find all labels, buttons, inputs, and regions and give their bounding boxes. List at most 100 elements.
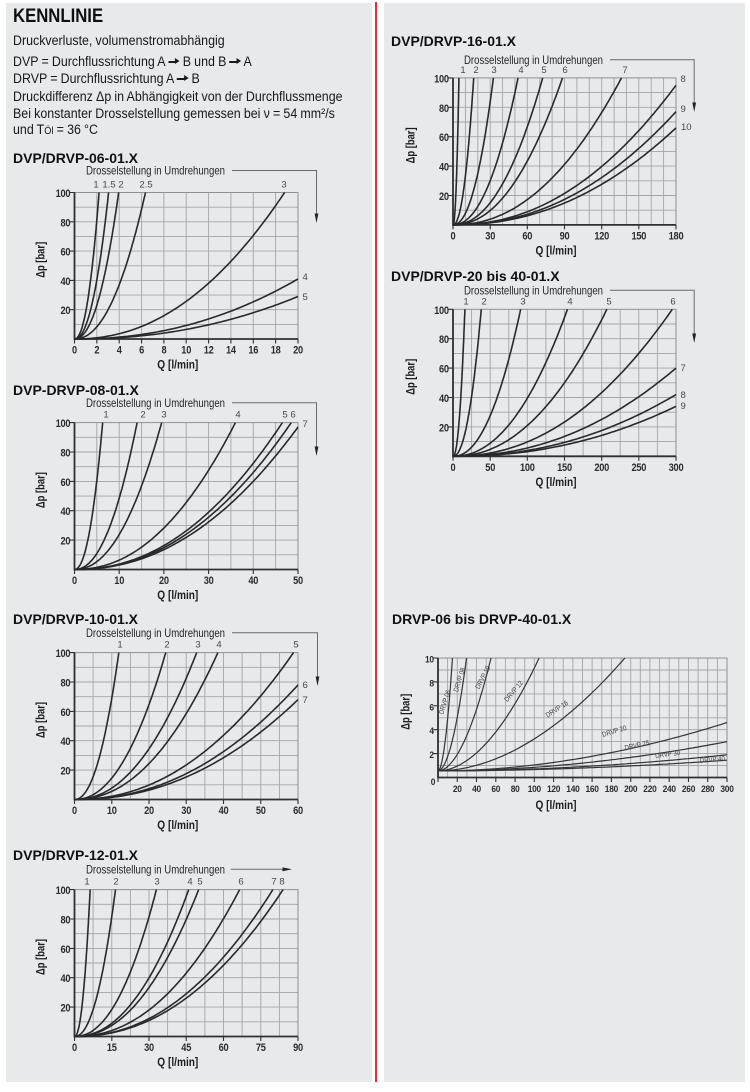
svg-text:20: 20 bbox=[439, 422, 449, 434]
svg-text:Drosselstellung in Umdrehungen: Drosselstellung in Umdrehungen bbox=[464, 283, 603, 297]
svg-text:6: 6 bbox=[303, 680, 308, 691]
svg-text:0: 0 bbox=[72, 805, 77, 817]
svg-text:45: 45 bbox=[181, 1042, 191, 1054]
svg-text:30: 30 bbox=[485, 230, 495, 242]
svg-text:10: 10 bbox=[681, 122, 692, 133]
svg-text:5: 5 bbox=[606, 296, 611, 307]
svg-text:20: 20 bbox=[144, 805, 154, 817]
svg-text:50: 50 bbox=[256, 805, 266, 817]
svg-text:50: 50 bbox=[485, 462, 495, 474]
svg-text:40: 40 bbox=[439, 393, 449, 405]
svg-text:200: 200 bbox=[624, 784, 637, 795]
svg-text:Drosselstellung in Umdrehungen: Drosselstellung in Umdrehungen bbox=[86, 396, 225, 410]
svg-text:60: 60 bbox=[219, 1042, 229, 1054]
svg-text:100: 100 bbox=[434, 305, 449, 317]
svg-text:3: 3 bbox=[520, 296, 525, 307]
svg-text:40: 40 bbox=[61, 736, 71, 748]
svg-text:60: 60 bbox=[522, 230, 532, 242]
svg-text:80: 80 bbox=[61, 448, 71, 460]
svg-text:3: 3 bbox=[161, 410, 166, 421]
svg-text:3: 3 bbox=[154, 877, 159, 888]
svg-text:4: 4 bbox=[429, 726, 434, 737]
svg-text:40: 40 bbox=[219, 805, 229, 817]
svg-text:2: 2 bbox=[113, 877, 118, 888]
svg-text:Q [l/min]: Q [l/min] bbox=[157, 590, 198, 602]
svg-text:150: 150 bbox=[557, 462, 572, 474]
svg-text:Δp [bar]: Δp [bar] bbox=[36, 472, 48, 508]
svg-text:0: 0 bbox=[72, 575, 77, 587]
svg-text:100: 100 bbox=[520, 462, 535, 474]
svg-text:3: 3 bbox=[281, 180, 286, 191]
svg-text:100: 100 bbox=[56, 188, 71, 200]
svg-text:18: 18 bbox=[271, 345, 281, 357]
svg-text:120: 120 bbox=[594, 230, 609, 242]
svg-text:220: 220 bbox=[643, 784, 656, 795]
svg-text:30: 30 bbox=[204, 575, 214, 587]
svg-text:80: 80 bbox=[511, 784, 520, 795]
svg-text:DRVP 25: DRVP 25 bbox=[624, 738, 650, 752]
svg-text:DRVP 20: DRVP 20 bbox=[601, 723, 628, 739]
svg-text:5: 5 bbox=[197, 877, 202, 888]
svg-text:Q [l/min]: Q [l/min] bbox=[536, 245, 577, 257]
svg-text:90: 90 bbox=[293, 1042, 303, 1054]
svg-text:4: 4 bbox=[567, 296, 572, 307]
svg-text:40: 40 bbox=[248, 575, 258, 587]
svg-text:30: 30 bbox=[144, 1042, 154, 1054]
svg-text:2: 2 bbox=[118, 180, 123, 191]
svg-text:300: 300 bbox=[669, 462, 684, 474]
svg-text:2: 2 bbox=[164, 640, 169, 651]
svg-text:Q [l/min]: Q [l/min] bbox=[157, 820, 198, 832]
svg-text:Q [l/min]: Q [l/min] bbox=[157, 360, 198, 372]
svg-text:Drosselstellung in Umdrehungen: Drosselstellung in Umdrehungen bbox=[86, 626, 225, 640]
svg-text:5: 5 bbox=[282, 410, 287, 421]
svg-text:3: 3 bbox=[195, 640, 200, 651]
svg-text:160: 160 bbox=[586, 784, 599, 795]
svg-text:4: 4 bbox=[187, 877, 192, 888]
svg-text:7: 7 bbox=[271, 877, 276, 888]
svg-text:20: 20 bbox=[61, 305, 71, 317]
svg-text:30: 30 bbox=[181, 805, 191, 817]
svg-text:8: 8 bbox=[429, 678, 433, 689]
svg-text:Q [l/min]: Q [l/min] bbox=[536, 800, 577, 812]
svg-text:40: 40 bbox=[61, 973, 71, 985]
svg-text:100: 100 bbox=[56, 648, 71, 660]
svg-text:60: 60 bbox=[61, 944, 71, 956]
svg-text:0: 0 bbox=[72, 1042, 77, 1054]
svg-text:0: 0 bbox=[72, 345, 77, 357]
svg-text:40: 40 bbox=[439, 162, 449, 174]
svg-text:12: 12 bbox=[204, 345, 214, 357]
svg-text:4: 4 bbox=[216, 640, 221, 651]
svg-text:1.5: 1.5 bbox=[102, 180, 115, 191]
svg-text:Δp [bar]: Δp [bar] bbox=[36, 242, 48, 278]
svg-text:8: 8 bbox=[161, 345, 166, 357]
svg-text:DRVP 10: DRVP 10 bbox=[473, 664, 492, 690]
svg-text:Q [l/min]: Q [l/min] bbox=[536, 477, 577, 489]
svg-text:100: 100 bbox=[528, 784, 541, 795]
svg-text:6: 6 bbox=[139, 345, 144, 357]
svg-text:6: 6 bbox=[429, 702, 433, 713]
svg-text:20: 20 bbox=[61, 536, 71, 548]
svg-text:75: 75 bbox=[256, 1042, 266, 1054]
svg-text:80: 80 bbox=[439, 103, 449, 115]
svg-text:14: 14 bbox=[226, 345, 237, 357]
svg-text:1: 1 bbox=[117, 640, 122, 651]
svg-text:1: 1 bbox=[103, 410, 108, 421]
svg-text:7: 7 bbox=[303, 695, 308, 706]
svg-text:Δp [bar]: Δp [bar] bbox=[36, 939, 48, 975]
svg-text:40: 40 bbox=[61, 506, 71, 518]
svg-text:1: 1 bbox=[84, 877, 89, 888]
svg-text:20: 20 bbox=[61, 1003, 71, 1015]
svg-text:7: 7 bbox=[681, 363, 686, 374]
svg-text:20: 20 bbox=[293, 345, 303, 357]
svg-text:2: 2 bbox=[140, 410, 145, 421]
svg-text:80: 80 bbox=[61, 915, 71, 927]
svg-text:5: 5 bbox=[303, 292, 308, 303]
svg-text:DRVP 40: DRVP 40 bbox=[700, 754, 726, 765]
svg-text:2: 2 bbox=[94, 345, 99, 357]
svg-text:5: 5 bbox=[293, 640, 298, 651]
svg-text:10: 10 bbox=[114, 575, 124, 587]
svg-text:7: 7 bbox=[622, 65, 627, 76]
svg-text:3: 3 bbox=[491, 65, 496, 76]
svg-text:2: 2 bbox=[429, 750, 433, 761]
svg-text:120: 120 bbox=[547, 784, 560, 795]
